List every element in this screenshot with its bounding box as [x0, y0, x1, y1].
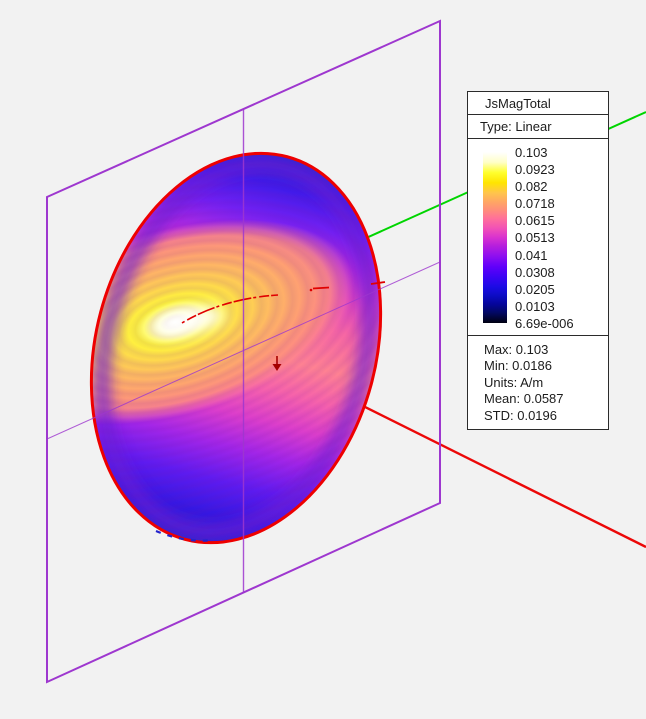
colorbar-tick: 0.0615	[515, 213, 555, 229]
disk-rim	[89, 151, 383, 545]
colorbar-tick: 0.082	[515, 179, 548, 195]
colorbar	[483, 152, 507, 323]
segment-dash-marker	[312, 286, 330, 290]
disk-hotspot-core	[154, 307, 226, 337]
colorbar-tick: 0.0923	[515, 162, 555, 178]
stat-std: STD: 0.0196	[484, 407, 557, 423]
x-axis-line-red	[334, 390, 646, 549]
legend-panel[interactable]: JsMagTotal Type: Linear	[467, 91, 609, 430]
wireframe-plane-outline	[46, 19, 441, 684]
stat-units: Units: A/m	[484, 374, 544, 390]
legend-stats-section: Max: 0.103 Min: 0.0186 Units: A/m Mean: …	[468, 336, 608, 424]
colorbar-tick: 0.0718	[515, 196, 555, 212]
colorbar-tick-labels: 0.103 0.0923 0.082 0.0718 0.0615 0.0513 …	[515, 144, 574, 332]
stat-mean: Mean: 0.0587	[484, 391, 564, 407]
colorbar-tick: 0.041	[515, 247, 548, 263]
colorbar-tick: 6.69e-006	[515, 315, 574, 331]
colorbar-tick: 0.0308	[515, 264, 555, 280]
colorbar-tick: 0.0205	[515, 281, 555, 297]
legend-scale-type: Type: Linear	[468, 115, 608, 139]
wire-arc-marker	[181, 294, 279, 324]
stat-max: Max: 0.103	[484, 342, 549, 357]
legend-title: JsMagTotal	[468, 92, 608, 115]
colorbar-tick: 0.0513	[515, 230, 555, 246]
plane-horizontal-centerline	[46, 261, 441, 440]
stat-min: Min: 0.0186	[484, 358, 552, 374]
legend-colorbar-section: 0.103 0.0923 0.082 0.0718 0.0615 0.0513 …	[468, 139, 608, 336]
colorbar-tick: 0.103	[515, 145, 548, 160]
segment-dash-marker-rim	[370, 281, 386, 285]
segment-dot-marker	[309, 288, 313, 292]
colorbar-tick: 0.0103	[515, 298, 555, 314]
feed-arrow-head	[272, 364, 282, 371]
colorbar-gradient-rect	[483, 152, 507, 323]
